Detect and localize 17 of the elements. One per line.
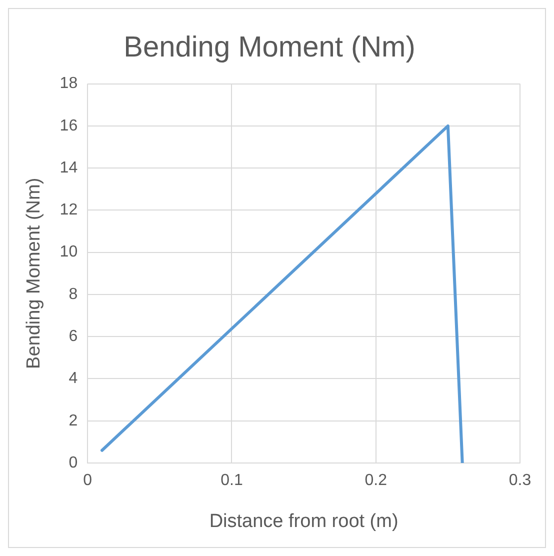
y-tick-label: 8 xyxy=(68,286,78,303)
y-tick-label: 14 xyxy=(60,159,78,176)
x-tick-label: 0.1 xyxy=(220,472,243,490)
x-tick-label: 0 xyxy=(83,472,92,490)
y-tick-label: 16 xyxy=(60,117,78,134)
x-tick-label: 0.3 xyxy=(508,472,532,490)
x-tick-label: 0.2 xyxy=(364,472,388,490)
chart-title: Bending Moment (Nm) xyxy=(124,31,416,64)
y-tick-label: 6 xyxy=(68,328,78,346)
y-tick-label: 18 xyxy=(60,75,78,92)
y-tick-label: 12 xyxy=(60,202,78,219)
y-tick-label: 0 xyxy=(68,454,78,472)
y-tick-label: 4 xyxy=(68,370,78,388)
y-tick-label: 2 xyxy=(68,412,78,430)
y-axis-title: Bending Moment (Nm) xyxy=(24,178,45,369)
y-tick-label: 10 xyxy=(60,244,78,261)
x-axis-title: Distance from root (m) xyxy=(209,510,398,532)
